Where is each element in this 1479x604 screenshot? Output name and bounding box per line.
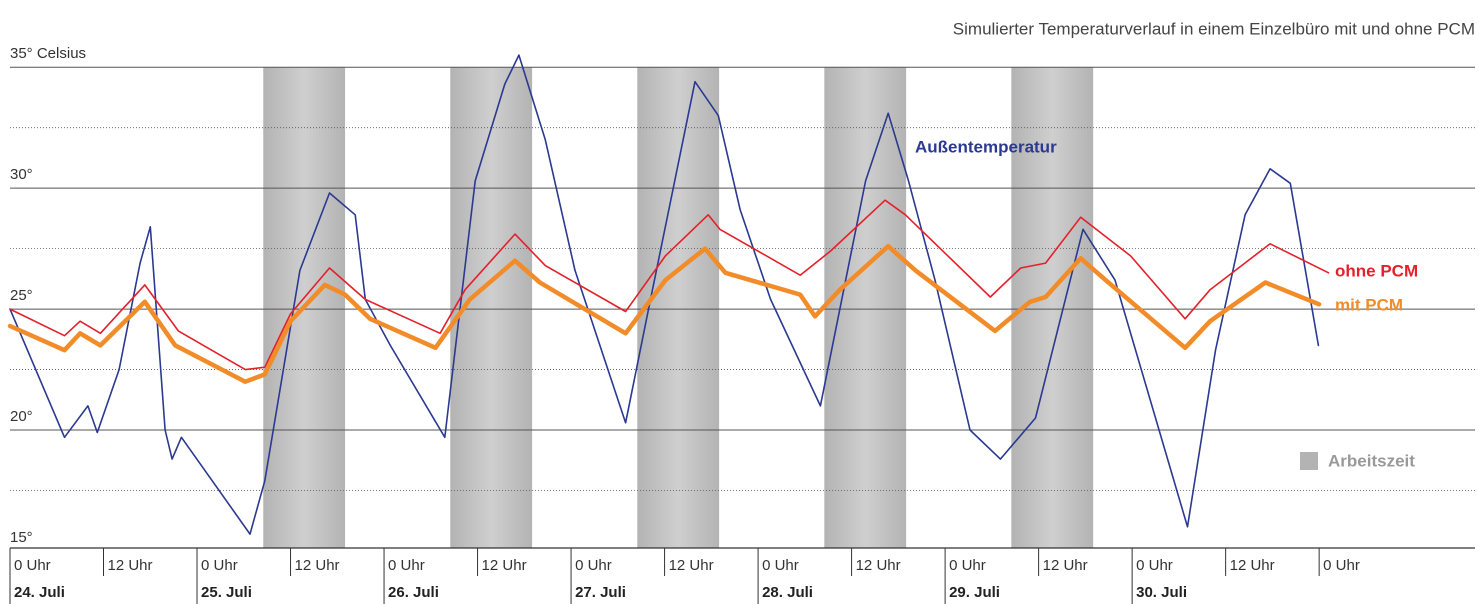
y-tick-label: 25° [10, 287, 33, 304]
y-tick-label: 30° [10, 166, 33, 183]
y-tick-label: 20° [10, 408, 33, 425]
x-tick-label: 12 Uhr [108, 557, 153, 574]
x-tick-label: 0 Uhr [949, 557, 986, 574]
day-label: 30. Juli [1136, 584, 1187, 601]
day-label: 27. Juli [575, 584, 626, 601]
series-label: ohne PCM [1335, 261, 1418, 280]
day-label: 28. Juli [762, 584, 813, 601]
day-label: 26. Juli [388, 584, 439, 601]
chart-title: Simulierter Temperaturverlauf in einem E… [953, 19, 1475, 38]
day-label: 24. Juli [14, 584, 65, 601]
x-tick-label: 12 Uhr [482, 557, 527, 574]
legend-label: Arbeitszeit [1328, 451, 1415, 470]
y-tick-label: 15° [10, 529, 33, 546]
x-tick-label: 0 Uhr [575, 557, 612, 574]
series-line [9, 54, 1320, 535]
x-tick-label: 0 Uhr [762, 557, 799, 574]
legend-swatch [1300, 452, 1318, 470]
x-tick-label: 12 Uhr [1230, 557, 1275, 574]
series-label: mit PCM [1335, 295, 1403, 314]
series-line [7, 243, 1322, 384]
x-tick-label: 12 Uhr [856, 557, 901, 574]
x-tick-label: 12 Uhr [295, 557, 340, 574]
day-label: 29. Juli [949, 584, 1000, 601]
work-period [637, 67, 720, 548]
x-tick-label: 0 Uhr [201, 557, 238, 574]
x-tick-label: 0 Uhr [1323, 557, 1360, 574]
work-period [824, 67, 907, 548]
x-tick-label: 12 Uhr [669, 557, 714, 574]
day-label: 25. Juli [201, 584, 252, 601]
series-label: Außentemperatur [915, 137, 1057, 156]
x-tick-label: 0 Uhr [14, 557, 51, 574]
x-tick-label: 0 Uhr [388, 557, 425, 574]
x-tick-label: 0 Uhr [1136, 557, 1173, 574]
y-tick-label: 35° Celsius [10, 45, 86, 62]
series-line [9, 199, 1330, 371]
x-tick-label: 12 Uhr [1043, 557, 1088, 574]
